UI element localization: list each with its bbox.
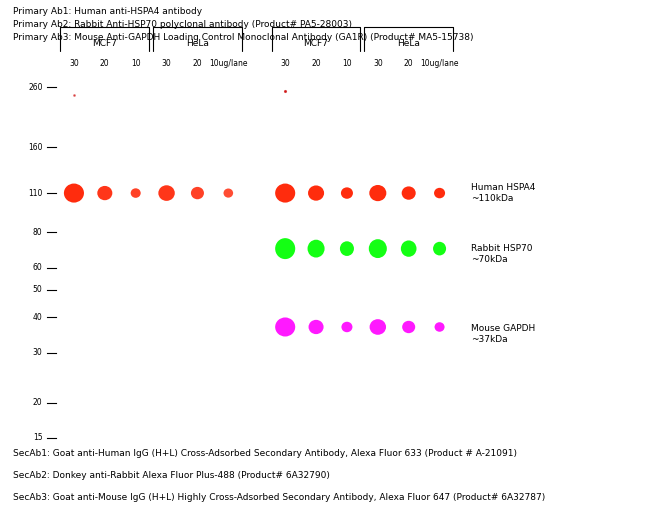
- Ellipse shape: [159, 185, 175, 201]
- Text: HeLa: HeLa: [397, 39, 420, 48]
- Text: 20: 20: [311, 59, 321, 68]
- Text: HeLa: HeLa: [186, 39, 209, 48]
- Ellipse shape: [402, 186, 416, 200]
- Ellipse shape: [308, 185, 324, 201]
- Text: 260: 260: [28, 83, 43, 92]
- Text: 20: 20: [404, 59, 413, 68]
- Ellipse shape: [401, 241, 417, 257]
- Ellipse shape: [433, 242, 446, 255]
- Text: SecAb2: Donkey anti-Rabbit Alexa Fluor Plus-488 (Product# 6A32790): SecAb2: Donkey anti-Rabbit Alexa Fluor P…: [13, 471, 330, 480]
- Ellipse shape: [224, 188, 233, 198]
- Text: 10ug/lane: 10ug/lane: [209, 59, 248, 68]
- Ellipse shape: [434, 188, 445, 198]
- Text: 160: 160: [28, 143, 43, 151]
- Text: Mouse GAPDH
~37kDa: Mouse GAPDH ~37kDa: [471, 324, 535, 344]
- Ellipse shape: [309, 320, 324, 334]
- Ellipse shape: [402, 321, 415, 333]
- Ellipse shape: [341, 322, 352, 332]
- Text: 80: 80: [33, 228, 43, 237]
- Text: Fig b: Fig b: [350, 434, 374, 444]
- Ellipse shape: [275, 183, 295, 202]
- Ellipse shape: [435, 322, 445, 332]
- Text: SecAb3: Goat anti-Mouse IgG (H+L) Highly Cross-Adsorbed Secondary Antibody, Alex: SecAb3: Goat anti-Mouse IgG (H+L) Highly…: [13, 493, 545, 502]
- Text: 10ug/lane: 10ug/lane: [421, 59, 459, 68]
- Ellipse shape: [369, 239, 387, 258]
- Ellipse shape: [131, 188, 140, 198]
- Text: 15: 15: [33, 434, 43, 442]
- Ellipse shape: [370, 319, 386, 335]
- Text: 30: 30: [162, 59, 172, 68]
- Ellipse shape: [340, 242, 354, 256]
- Text: 30: 30: [32, 348, 43, 357]
- Text: Primary Ab1: Human anti-HSPA4 antibody: Primary Ab1: Human anti-HSPA4 antibody: [13, 7, 202, 16]
- Text: 20: 20: [192, 59, 202, 68]
- Text: SecAb1: Goat anti-Human IgG (H+L) Cross-Adsorbed Secondary Antibody, Alexa Fluor: SecAb1: Goat anti-Human IgG (H+L) Cross-…: [13, 449, 517, 458]
- Text: Fig a: Fig a: [139, 434, 163, 444]
- Text: 30: 30: [373, 59, 383, 68]
- Text: 30: 30: [69, 59, 79, 68]
- Text: 20: 20: [100, 59, 110, 68]
- Text: 60: 60: [32, 263, 43, 272]
- Ellipse shape: [191, 187, 204, 199]
- Ellipse shape: [369, 185, 386, 201]
- Ellipse shape: [275, 238, 295, 259]
- Ellipse shape: [275, 317, 295, 336]
- Text: MCF7: MCF7: [304, 39, 328, 48]
- Text: 10: 10: [342, 59, 352, 68]
- Text: MCF7: MCF7: [92, 39, 117, 48]
- Text: 30: 30: [280, 59, 290, 68]
- Text: 110: 110: [28, 188, 43, 198]
- Ellipse shape: [98, 186, 112, 200]
- Ellipse shape: [307, 239, 324, 258]
- Text: 50: 50: [32, 285, 43, 295]
- Text: Rabbit HSP70
~70kDa: Rabbit HSP70 ~70kDa: [471, 244, 532, 264]
- Ellipse shape: [64, 183, 84, 202]
- Text: 10: 10: [131, 59, 140, 68]
- Text: Primary Ab3: Mouse Anti-GAPDH Loading Control Monoclonal Antibody (GA1R) (Produc: Primary Ab3: Mouse Anti-GAPDH Loading Co…: [13, 33, 473, 42]
- Text: Human HSPA4
~110kDa: Human HSPA4 ~110kDa: [471, 183, 536, 203]
- Text: 40: 40: [32, 313, 43, 322]
- Ellipse shape: [341, 187, 353, 199]
- Text: 20: 20: [33, 398, 43, 407]
- Text: Primary Ab2: Rabbit Anti-HSP70 polyclonal antibody (Product# PA5-28003): Primary Ab2: Rabbit Anti-HSP70 polyclona…: [13, 20, 352, 29]
